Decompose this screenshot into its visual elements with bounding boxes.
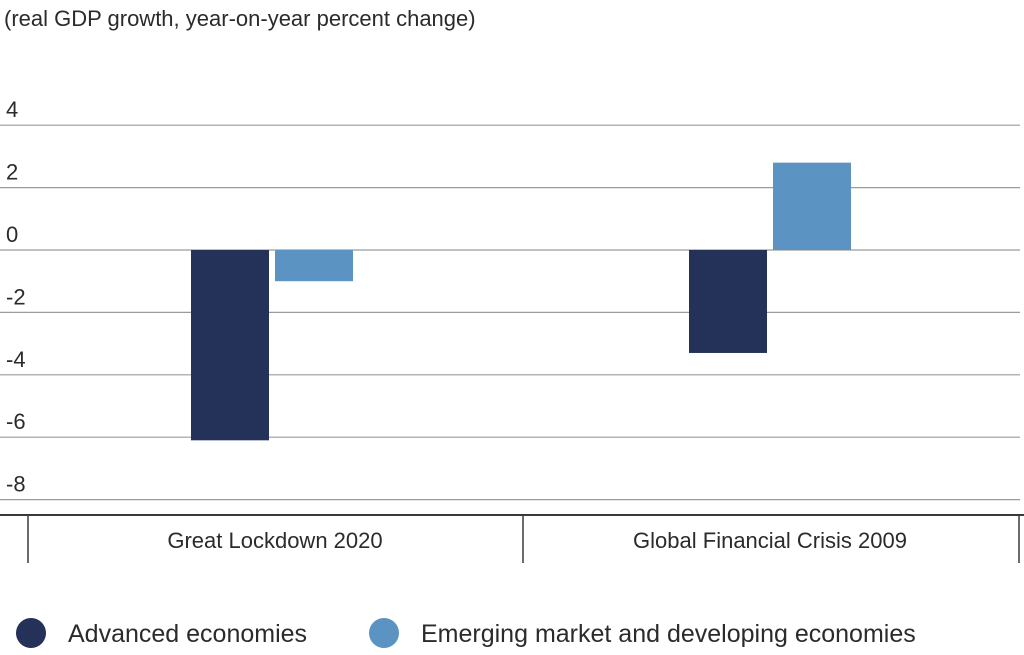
legend-marker xyxy=(369,618,399,648)
bar-advanced-0 xyxy=(191,250,269,441)
chart-subtitle: (real GDP growth, year-on-year percent c… xyxy=(4,6,476,31)
y-tick-label: 0 xyxy=(6,222,18,247)
legend-label: Emerging market and developing economies xyxy=(421,620,916,648)
y-tick-label: -2 xyxy=(6,284,26,309)
legend-label: Advanced economies xyxy=(68,620,307,648)
legend: Advanced economies Emerging market and de… xyxy=(16,618,916,648)
bar-emerging-0 xyxy=(275,250,353,282)
legend-marker xyxy=(16,618,46,648)
category-label: Global Financial Crisis 2009 xyxy=(633,528,907,553)
category-axis: Great Lockdown 2020 Global Financial Cris… xyxy=(0,514,1024,563)
category-label: Great Lockdown 2020 xyxy=(167,528,382,553)
bars xyxy=(191,162,851,441)
y-tick-label: 4 xyxy=(6,97,18,122)
y-tick-label: 2 xyxy=(6,160,18,185)
y-tick-label: -8 xyxy=(6,472,26,497)
y-tick-label: -4 xyxy=(6,347,26,372)
y-axis-tick-labels: 4 2 0 -2 -4 -6 -8 xyxy=(6,97,26,496)
bar-emerging-1 xyxy=(773,162,851,250)
y-tick-label: -6 xyxy=(6,409,26,434)
gridlines xyxy=(0,124,1020,501)
bar-advanced-1 xyxy=(689,250,767,353)
